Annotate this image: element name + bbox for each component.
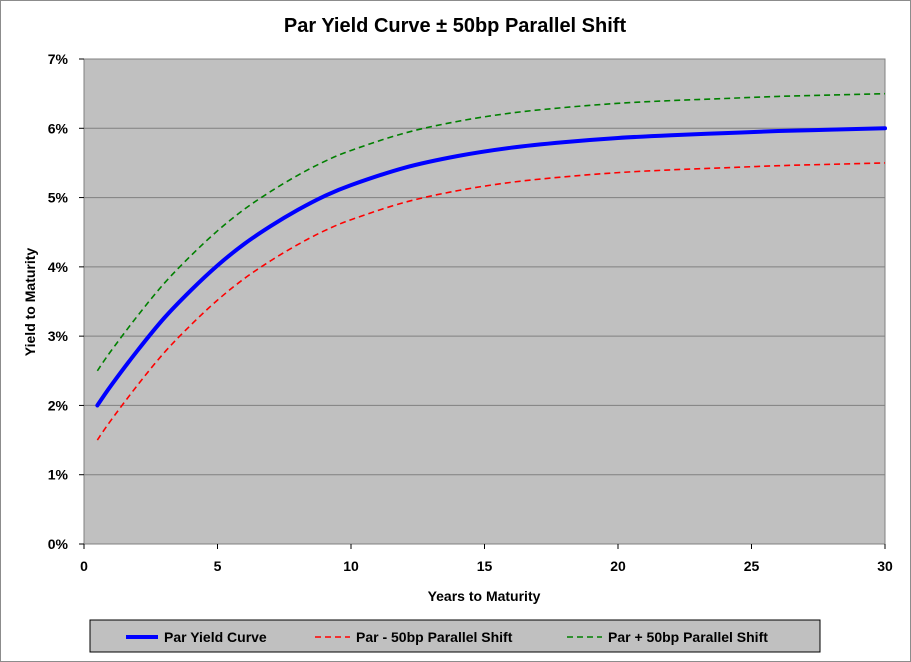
legend-label-1: Par - 50bp Parallel Shift	[356, 629, 513, 645]
y-tick-label: 1%	[48, 467, 69, 483]
x-tick-label: 5	[214, 558, 222, 574]
series-group	[95, 92, 887, 441]
legend-label-0: Par Yield Curve	[164, 629, 267, 645]
y-tick-label: 2%	[48, 397, 69, 413]
y-tick-label: 6%	[48, 120, 69, 136]
legend-box	[89, 619, 821, 653]
y-tick-label: 4%	[48, 259, 69, 275]
x-tick-label: 10	[343, 558, 359, 574]
legend-label-2: Par + 50bp Parallel Shift	[608, 629, 768, 645]
x-tick-label: 30	[877, 558, 893, 574]
y-axis-ticks: 0% 1% 2% 3% 4% 5% 6% 7%	[48, 51, 84, 552]
x-tick-label: 25	[744, 558, 760, 574]
legend: Par Yield Curve Par - 50bp Parallel Shift…	[126, 629, 768, 645]
x-axis-label: Years to Maturity	[428, 588, 541, 604]
x-tick-label: 15	[477, 558, 493, 574]
series-line-0	[95, 126, 887, 408]
y-tick-label: 5%	[48, 190, 69, 206]
series-line-2	[96, 92, 886, 372]
x-tick-label: 20	[610, 558, 626, 574]
y-tick-label: 0%	[48, 536, 69, 552]
y-tick-label: 3%	[48, 328, 69, 344]
y-tick-label: 7%	[48, 51, 69, 67]
x-axis-ticks: 0 5 10 15 20 25 30	[80, 544, 893, 574]
gridlines	[84, 127, 885, 476]
y-axis-label: Yield to Maturity	[22, 248, 38, 357]
series-line-1	[96, 162, 886, 441]
x-tick-label: 0	[80, 558, 88, 574]
plot-area	[83, 58, 886, 545]
chart-title: Par Yield Curve ± 50bp Parallel Shift	[284, 15, 627, 37]
